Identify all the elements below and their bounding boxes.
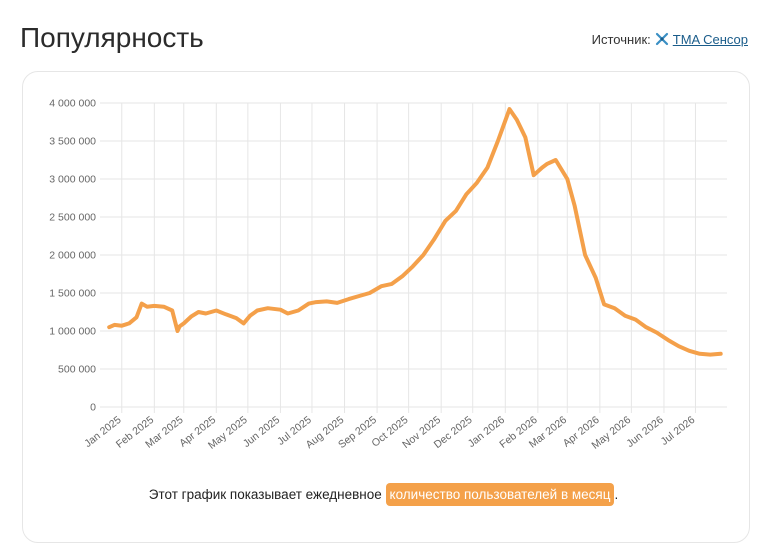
y-tick-label: 1 000 000 (49, 326, 96, 338)
y-tick-label: 1 500 000 (49, 288, 96, 300)
source-link[interactable]: TMA Сенсор (672, 31, 748, 47)
x-tick-label: Jun 2026 (624, 414, 666, 450)
caption-prefix: Этот график показывает ежедневное (148, 487, 386, 502)
y-tick-label: 3 000 000 (49, 174, 96, 186)
y-tick-label: 2 000 000 (49, 250, 96, 262)
y-tick-label: 4 000 000 (49, 98, 96, 110)
chart-card: 0 500 000 1 000 000 1 500 000 2 000 000 2 500… (22, 71, 750, 543)
popularity-chart: 0 500 000 1 000 000 1 500 000 2 000 000 2 500… (49, 98, 727, 452)
source-attribution: Источник: TMA Сенсор (592, 31, 748, 47)
caption-highlight: количество пользователей в месяц (385, 483, 615, 506)
y-tick-label: 0 (90, 402, 96, 414)
source-label: Источник: (591, 31, 651, 47)
x-tick-label: Jul 2026 (659, 414, 698, 448)
x-tick-label: Jun 2025 (241, 414, 283, 450)
y-tick-label: 500 000 (58, 364, 96, 376)
y-tick-label: 2 500 000 (49, 212, 96, 224)
caption-suffix: . (614, 487, 619, 502)
page-title: Популярность (20, 22, 204, 53)
sensor-logo-icon (655, 32, 668, 46)
y-tick-label: 3 500 000 (49, 136, 96, 148)
chart-caption: Этот график показывает ежедневное количе… (0, 483, 767, 506)
series-line (107, 107, 723, 357)
